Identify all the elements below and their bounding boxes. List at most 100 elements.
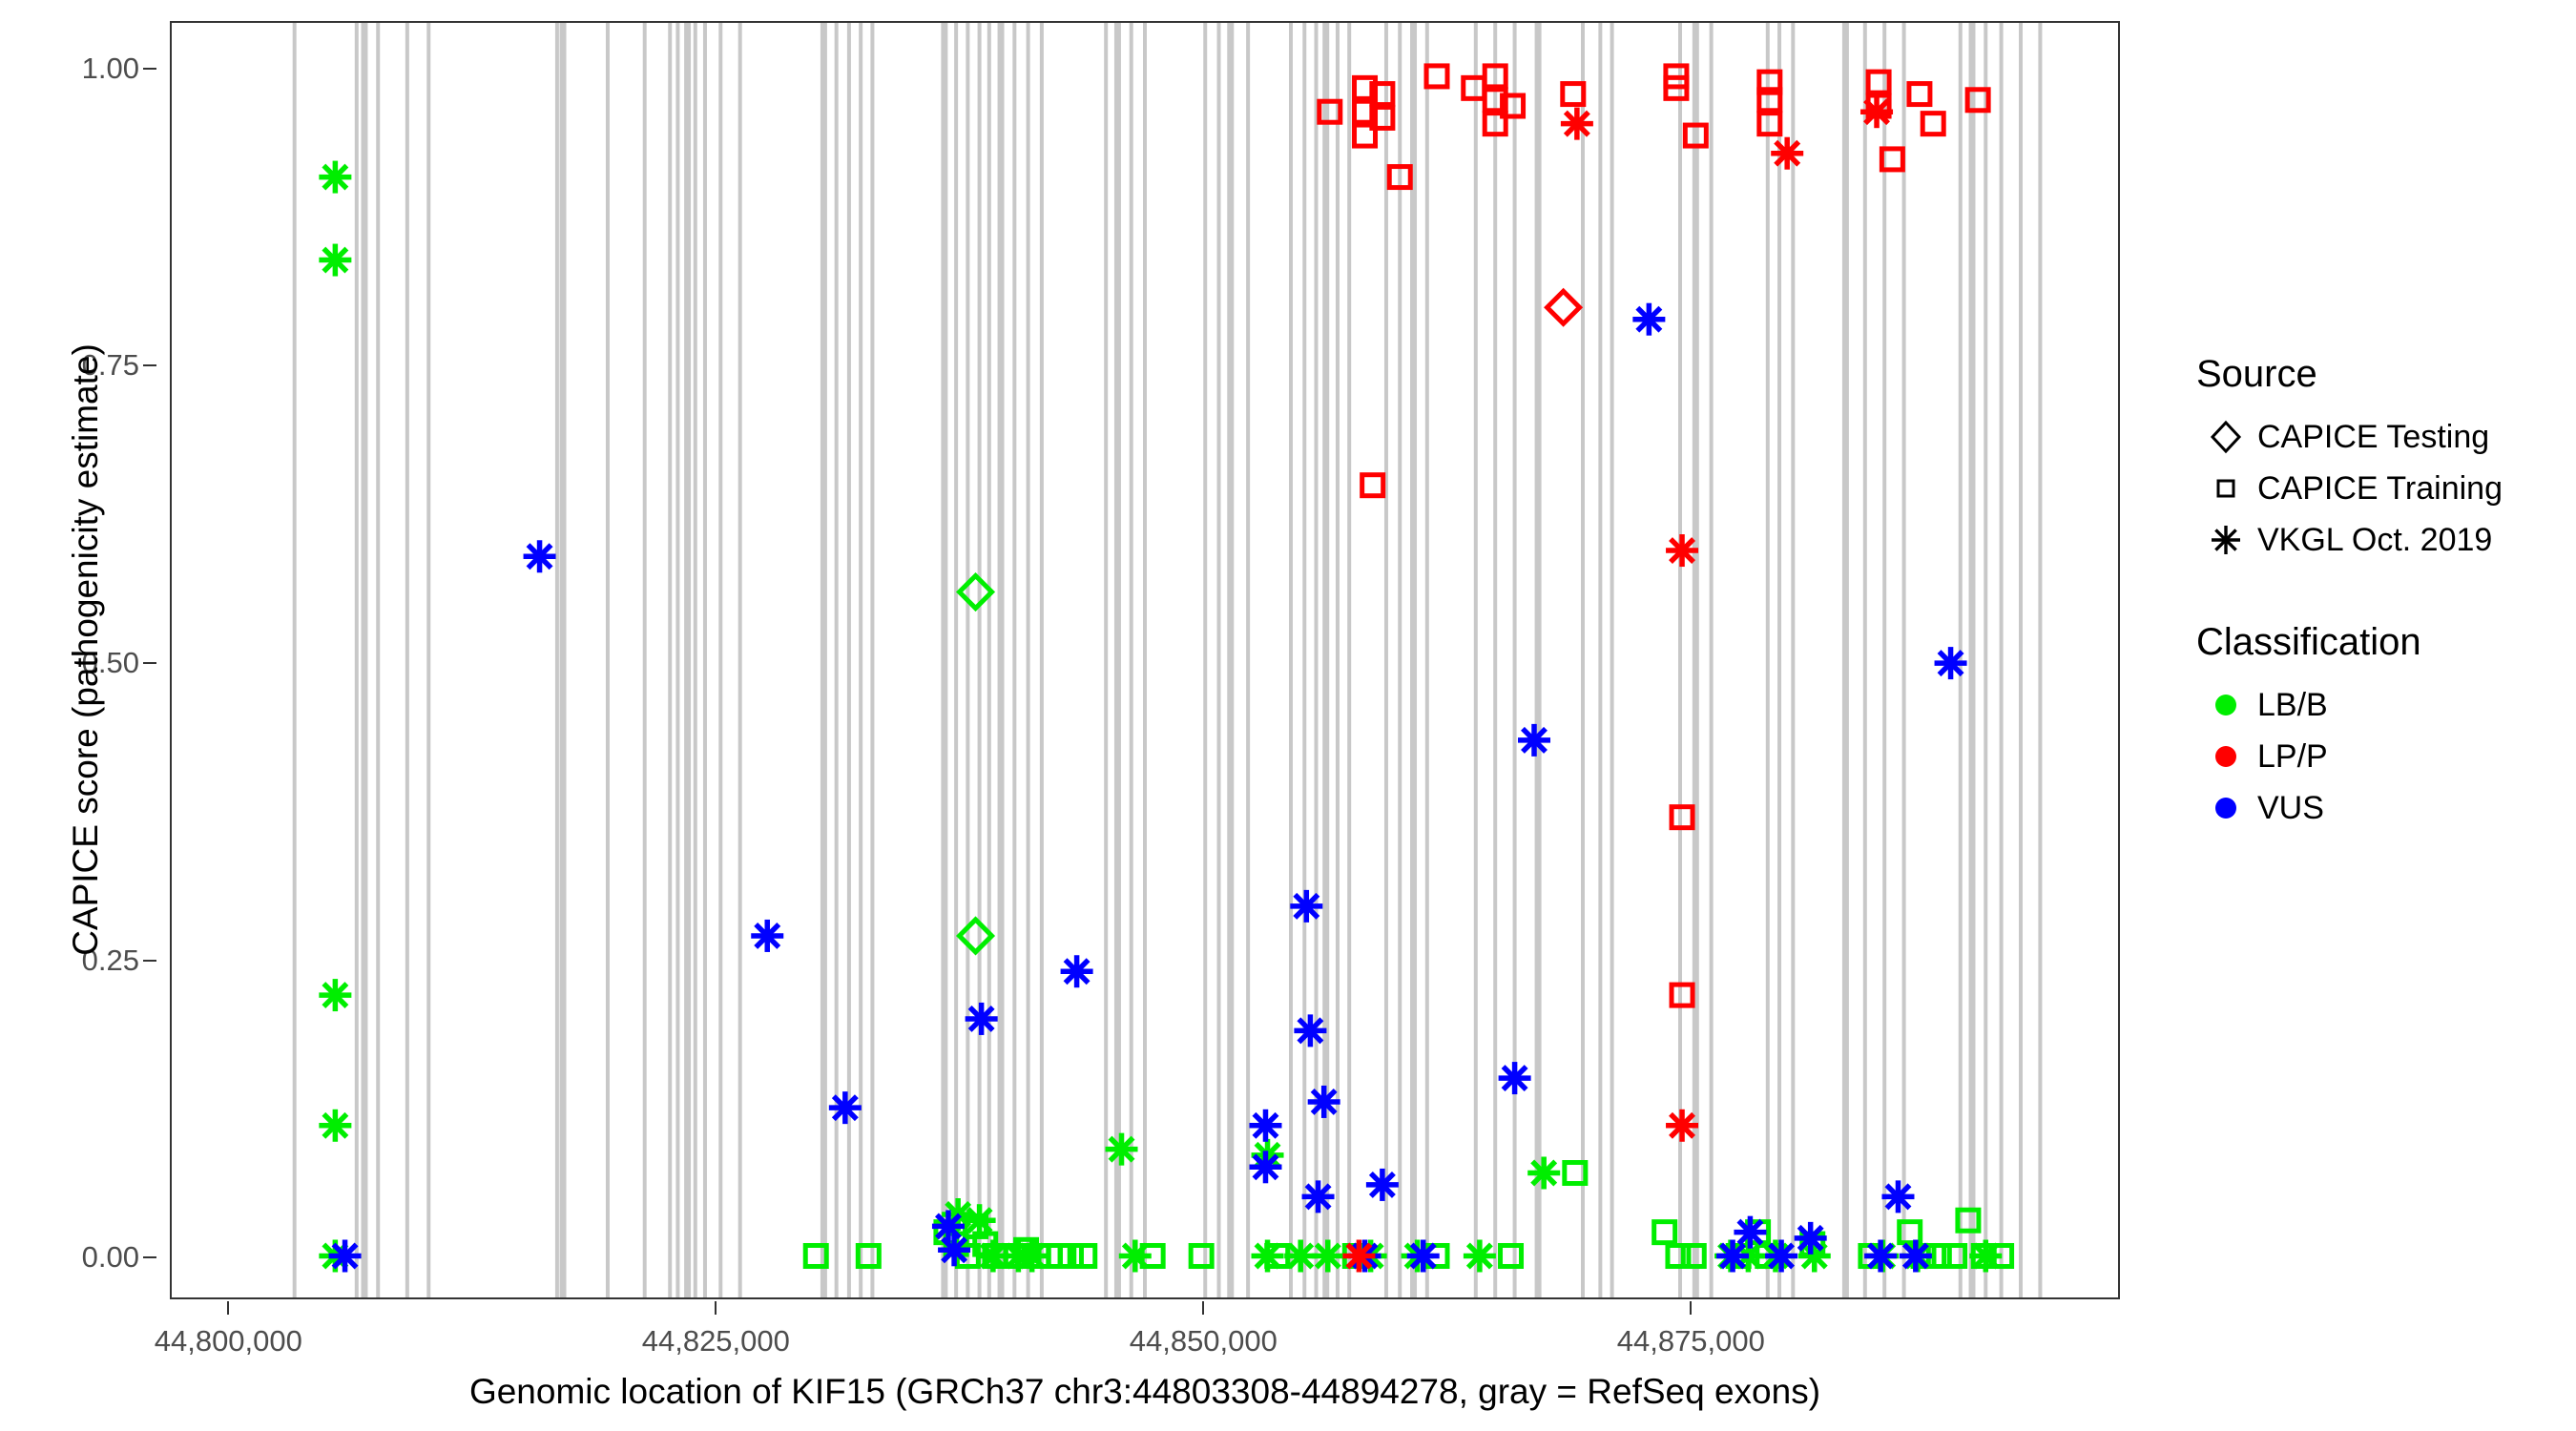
legend-block-source: Source CAPICE Testing CAPICE Training VKGL … bbox=[2194, 353, 2557, 566]
legend-label: CAPICE Testing bbox=[2257, 418, 2490, 455]
data-point-square bbox=[1964, 87, 1991, 114]
data-point-asterisk bbox=[1249, 1151, 1282, 1184]
exon-band bbox=[1227, 23, 1235, 1297]
y-axis-title: CAPICE score (pathogenicity estimate) bbox=[66, 343, 105, 956]
data-point-square bbox=[855, 1243, 882, 1270]
data-point-asterisk bbox=[1864, 1239, 1898, 1273]
exon-band bbox=[1289, 23, 1293, 1297]
asterisk-icon bbox=[2212, 526, 2240, 554]
data-point-square bbox=[1139, 1243, 1166, 1270]
legend-item[interactable]: CAPICE Testing bbox=[2194, 411, 2557, 463]
data-point-asterisk bbox=[1771, 136, 1804, 170]
series-lb-b-vkgl-oct-2019 bbox=[319, 160, 2003, 1273]
data-point-asterisk bbox=[1307, 1085, 1340, 1118]
legend-item[interactable]: LB/B bbox=[2194, 679, 2557, 731]
data-point-diamond bbox=[955, 572, 996, 612]
exon-band bbox=[1534, 23, 1542, 1297]
legend-title-classification: Classification bbox=[2196, 621, 2421, 663]
data-point-asterisk bbox=[1342, 1239, 1376, 1273]
exon-band bbox=[1335, 23, 1340, 1297]
data-point-asterisk bbox=[328, 1239, 362, 1273]
data-point-square bbox=[1500, 93, 1527, 119]
data-point-asterisk bbox=[1498, 1062, 1531, 1095]
exon-band bbox=[1581, 23, 1585, 1297]
exon-band bbox=[1113, 23, 1121, 1297]
series-lp-p-capice-training bbox=[1317, 63, 1991, 1008]
data-point-asterisk bbox=[1734, 1215, 1767, 1249]
exon-band bbox=[361, 23, 368, 1297]
exon-band bbox=[684, 23, 692, 1297]
data-point-asterisk bbox=[963, 1204, 996, 1237]
exon-band bbox=[954, 23, 959, 1297]
legend-key bbox=[2194, 415, 2257, 459]
legend-item[interactable]: LP/P bbox=[2194, 731, 2557, 782]
exon-band bbox=[1678, 23, 1682, 1297]
exon-band bbox=[997, 23, 1005, 1297]
exon-band bbox=[834, 23, 839, 1297]
data-point-square bbox=[1906, 81, 1933, 108]
data-point-asterisk bbox=[1881, 1180, 1915, 1213]
legend-item[interactable]: VUS bbox=[2194, 782, 2557, 834]
data-point-asterisk bbox=[319, 243, 352, 277]
legend-label: LB/B bbox=[2257, 686, 2328, 723]
exon-band bbox=[1598, 23, 1603, 1297]
exon-band bbox=[1493, 23, 1498, 1297]
plot-panel bbox=[170, 21, 2120, 1299]
data-point-asterisk bbox=[1632, 302, 1666, 336]
exon-band bbox=[1473, 23, 1478, 1297]
data-point-asterisk bbox=[931, 1210, 965, 1243]
data-point-asterisk bbox=[1105, 1132, 1138, 1166]
legend-title-source: Source bbox=[2196, 353, 2317, 395]
exon-band bbox=[1692, 23, 1699, 1297]
legend-key bbox=[2194, 518, 2257, 562]
data-point-square bbox=[1756, 69, 1783, 95]
series-lb-b-capice-testing bbox=[955, 572, 996, 956]
exon-band bbox=[718, 23, 723, 1297]
exon-band bbox=[426, 23, 431, 1297]
exon-band bbox=[1246, 23, 1251, 1297]
legend-item[interactable]: VKGL Oct. 2019 bbox=[2194, 514, 2557, 566]
data-point-square bbox=[1682, 122, 1709, 149]
data-point-asterisk bbox=[1311, 1239, 1344, 1273]
exon-band bbox=[1410, 23, 1418, 1297]
exon-band bbox=[870, 23, 875, 1297]
x-tick-mark bbox=[715, 1301, 717, 1315]
data-point-square bbox=[1920, 111, 1946, 137]
legend-label: CAPICE Training bbox=[2257, 469, 2503, 507]
y-tick-label: 0.00 bbox=[81, 1240, 139, 1275]
y-tick-mark bbox=[143, 1256, 156, 1259]
circle-icon bbox=[2215, 695, 2236, 716]
data-point-square bbox=[1669, 804, 1695, 831]
exon-band bbox=[376, 23, 381, 1297]
data-point-square bbox=[1562, 1160, 1589, 1187]
data-point-square bbox=[1369, 104, 1396, 131]
data-point-asterisk bbox=[1765, 1239, 1798, 1273]
legend-item[interactable]: CAPICE Training bbox=[2194, 463, 2557, 514]
exon-band bbox=[1203, 23, 1208, 1297]
data-point-square bbox=[1352, 98, 1379, 125]
data-point-square bbox=[1360, 472, 1386, 499]
exon-band bbox=[846, 23, 851, 1297]
exon-band bbox=[1512, 23, 1517, 1297]
data-point-square bbox=[1423, 63, 1450, 90]
data-point-square bbox=[1756, 87, 1783, 114]
exon-band bbox=[1777, 23, 1782, 1297]
exon-band bbox=[977, 23, 982, 1297]
exon-band bbox=[605, 23, 610, 1297]
data-point-asterisk bbox=[319, 160, 352, 194]
exon-band bbox=[941, 23, 948, 1297]
data-point-asterisk bbox=[1365, 1168, 1399, 1201]
data-point-asterisk bbox=[1860, 95, 1894, 129]
exon-band bbox=[292, 23, 297, 1297]
exon-band bbox=[1039, 23, 1044, 1297]
exon-band bbox=[693, 23, 697, 1297]
exon-band bbox=[1424, 23, 1429, 1297]
legend: Source CAPICE Testing CAPICE Training VKGL … bbox=[2194, 353, 2557, 889]
data-point-asterisk bbox=[1290, 889, 1323, 923]
exon-band bbox=[1129, 23, 1133, 1297]
y-tick-label: 0.50 bbox=[81, 646, 139, 680]
exon-band bbox=[987, 23, 991, 1297]
x-tick-label: 44,825,000 bbox=[641, 1324, 790, 1358]
data-point-square bbox=[1461, 74, 1487, 101]
diamond-icon bbox=[2210, 420, 2242, 454]
